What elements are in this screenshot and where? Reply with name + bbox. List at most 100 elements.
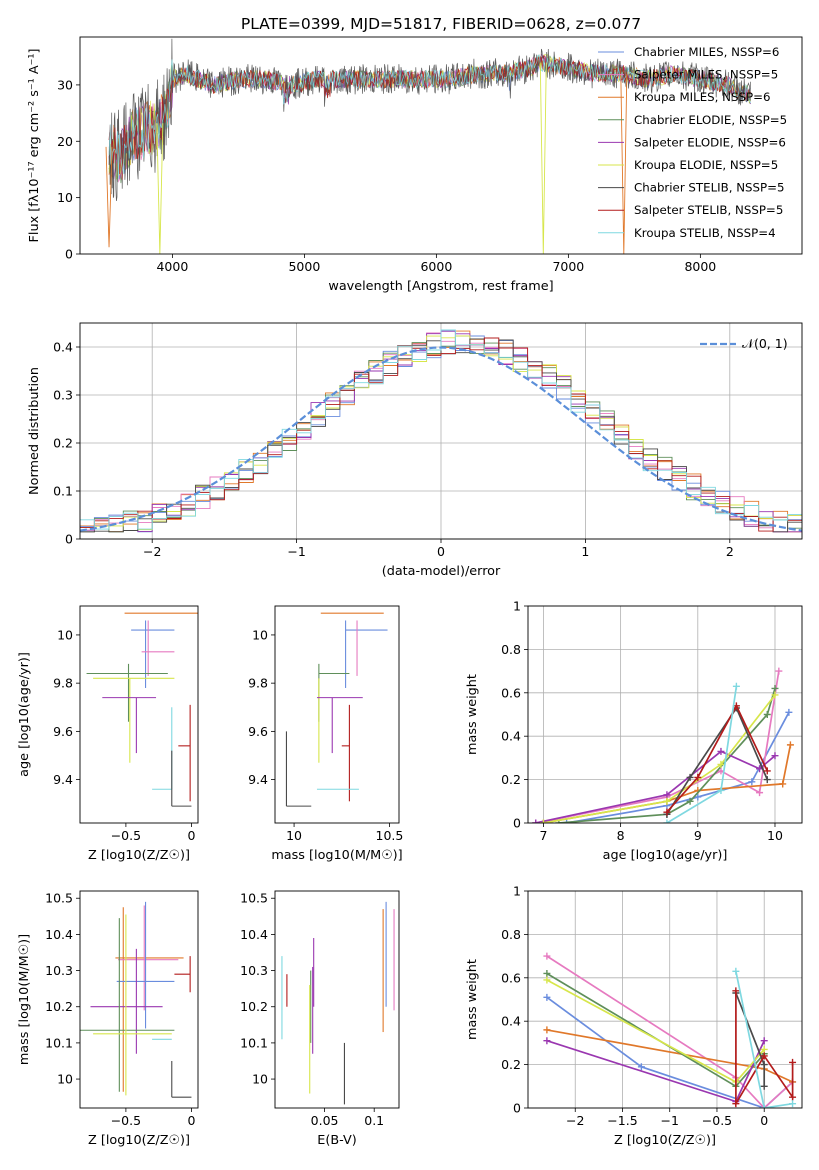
mass_vs_ebv-plot-area [275,891,399,1108]
weight_vs_age-point-kroupa_stelib [717,786,725,794]
weight_vs_z-point-chabrier_stelib [760,1061,768,1069]
age_vs_mass-plot-area [275,606,399,823]
weight_vs_z-point-salpeter_stelib [789,1058,797,1066]
mass_vs_ebv-chart: 0.05 0.1 10 10.1 10.2 10.3 10.4 10.5 E(B-V) [240,890,400,1148]
weight_vs_z-chart: −2 −1.5 −1 −0.5 0 0 0.2 0.4 0.6 0.8 1 Z [log10(Z/Z☉… [465,884,803,1148]
spectrum-chart: 4000 5000 6000 7000 8000 0 10 20 30 wavelength [A… [27,36,803,294]
spectrum-ytick-label: 20 [57,134,73,149]
weight_vs_age-point-salpeter_elodie [717,747,725,755]
mass_vs_ebv-xtick-label: 0.1 [364,1113,384,1128]
age_vs_mass-xlabel: mass [log10(M/M☉)] [271,848,402,863]
weight_vs_age-ylabel: mass weight [465,674,480,755]
spectrum-ytick-label: 10 [57,190,73,205]
weight_vs_age-point-kroupa_stelib [732,682,740,690]
weight_vs_age-point-chabrier_elodie [763,711,771,718]
mass_vs_ebv-ytick-label: 10.3 [240,963,268,978]
spectrum-legend-label-chabrier_stelib: Chabrier STELIB, NSSP=5 [634,181,785,195]
weight_vs_z-ytick-label: 0.4 [501,1014,521,1029]
spectrum-xtick-label: 7000 [552,259,584,274]
weight_vs_z-point-kroupa_stelib [760,1104,768,1108]
age_vs_mass-ytick-label: 10 [252,627,268,642]
residuals-marks [80,329,802,533]
age_vs_z-xtick-label: 0 [187,828,195,843]
residuals-hist-kroupa_stelib [80,329,802,530]
mass_vs_z-xlabel: Z [log10(Z/Z☉)] [88,1133,190,1148]
age_vs_mass-ytick-label: 9.6 [248,724,268,739]
weight_vs_z-point-salpeter_stelib [732,987,740,995]
age_vs_z-chart: −0.5 0 9.4 9.6 9.8 10 Z [log10(Z/Z☉)] age [log1… [17,605,199,863]
mass_vs_z-ytick-label: 10.5 [45,891,73,906]
weight_vs_age-point-chabrier_miles [694,793,702,801]
residuals-ytick-label: 0.1 [53,484,73,499]
age_vs_mass-ytick-label: 9.8 [248,676,268,691]
mass_vs_z-ytick-label: 10 [57,1072,73,1087]
age_vs_z-marks [86,612,198,807]
age_vs_mass-ytick-label: 9.4 [248,772,268,787]
weight_vs_age-series-chabrier_stelib [666,706,769,815]
mass_vs_ebv-ytick-label: 10.5 [240,891,268,906]
weight_vs_age-point-chabrier_stelib [686,773,694,781]
mass_vs_z-plot-area [80,891,198,1108]
weight_vs_z-ytick-label: 0.6 [501,970,521,985]
spectrum-legend-label-kroupa_miles: Kroupa MILES, NSSP=6 [634,90,770,104]
weight_vs_z-point-kroupa_stelib [732,967,740,975]
weight_vs_age-ytick-label: 0.2 [501,772,521,787]
residuals-xtick-label: 0 [437,544,445,559]
weight_vs_age-point-salpeter_stelib [663,808,671,816]
weight_vs_z-ytick-label: 1 [513,884,521,899]
weight_vs_z-point-chabrier_miles [637,1063,645,1071]
age_vs_z-plot-area [80,606,198,823]
weight_vs_z-point-salpeter_elodie [760,1037,768,1045]
mass_vs_z-ylabel: mass [log10(M/M☉)] [17,934,32,1065]
residuals-ylabel: Normed distribution [27,367,42,495]
weight_vs_z-point-chabrier_elodie [543,969,551,977]
spectrum-xtick-label: 5000 [288,259,320,274]
weight_vs_z-ytick-label: 0.8 [501,927,521,942]
spectrum-ytick-label: 30 [57,77,73,92]
spectrum-series-kroupa_stelib [108,54,751,180]
spectrum-xtick-label: 4000 [156,259,188,274]
spectrum-marks [105,38,751,254]
weight_vs_age-point-salpeter_stelib [694,773,702,781]
weight_vs_z-marks [543,952,797,1108]
weight_vs_age-point-salpeter_elodie [663,791,671,799]
spectrum-legend-label-salpeter_stelib: Salpeter STELIB, NSSP=5 [634,203,783,217]
spectrum-legend-label-kroupa_stelib: Kroupa STELIB, NSSP=4 [634,226,776,240]
weight_vs_z-series-kroupa_stelib [735,971,793,1108]
weight_vs_z-point-chabrier_stelib [760,1082,768,1090]
spectrum-axes-frame [79,36,803,255]
spectrum-absorption-kroupa_miles [620,74,628,254]
spectrum-ylabel: Flux [fλ10⁻¹⁷ erg cm⁻² s⁻¹ A⁻¹] [27,49,42,243]
age_vs_mass-xtick-label: 10.5 [376,828,404,843]
weight_vs_age-point-chabrier_stelib [763,776,771,784]
residuals-legend-label: 𝒩(0, 1) [742,336,788,351]
mass_vs_z-marks [80,901,192,1098]
weight_vs_age-chart: 7 8 9 10 0 0.2 0.4 0.6 0.8 1 age [log10(age/yr)] ma… [465,599,803,863]
weight_vs_age-point-salpeter_elodie [532,819,540,823]
age_vs_mass-xtick-label: 10 [286,828,302,843]
weight_vs_age-plot-area [528,606,802,823]
mass_vs_ebv-ytick-label: 10.2 [240,999,268,1014]
residuals-xtick-label: −1 [287,544,305,559]
weight_vs_age-ytick-label: 0.8 [501,642,521,657]
age_vs_mass-marks [285,612,388,807]
weight_vs_age-point-chabrier_miles [785,708,793,716]
residuals-ytick-label: 0.3 [53,388,73,403]
mass_vs_z-chart: −0.5 0 10 10.1 10.2 10.3 10.4 10.5 Z [log10(Z/Z☉… [17,890,199,1148]
weight_vs_z-xtick-label: 0 [760,1113,768,1128]
weight_vs_age-point-kroupa_elodie [771,691,779,699]
spectrum-legend-label-salpeter_miles: Salpeter MILES, NSSP=5 [634,68,778,82]
residuals-xlabel: (data-model)/error [382,564,501,579]
mass_vs_ebv-ytick-label: 10.1 [240,1035,268,1050]
weight_vs_z-xtick-label: −2 [566,1113,584,1128]
weight_vs_age-point-kroupa_elodie [717,760,725,768]
weight_vs_z-xtick-label: −1.5 [607,1113,637,1128]
spectrum-xtick-label: 8000 [684,259,716,274]
weight_vs_age-point-kroupa_miles [779,780,787,788]
residuals-chart: −2 −1 0 1 2 0 0.1 0.2 0.3 0.4 (data-model)/error No… [27,322,803,579]
weight_vs_age-ytick-label: 1 [513,599,521,614]
mass_vs_z-ytick-label: 10.4 [45,927,73,942]
weight_vs_z-point-kroupa_stelib [789,1100,797,1108]
spectrum-absorption-kroupa_miles [105,146,113,248]
